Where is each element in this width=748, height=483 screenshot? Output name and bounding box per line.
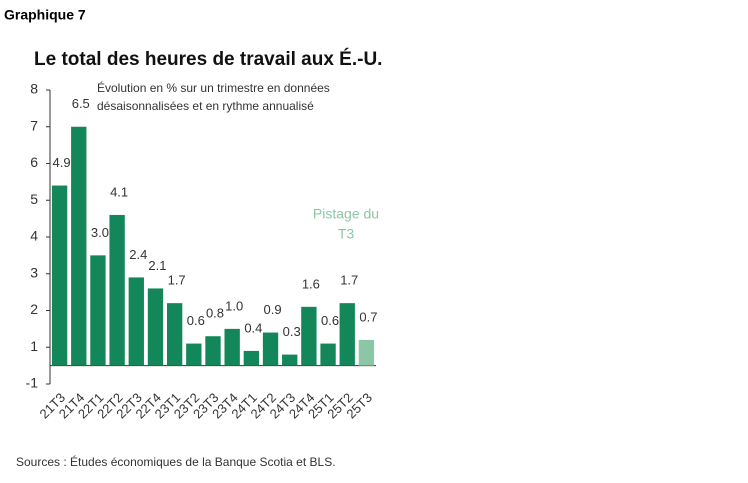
y-tick-label: 5 (30, 191, 38, 207)
y-tick-label: 8 (30, 81, 38, 97)
value-label: 0.7 (359, 309, 377, 324)
y-tick-label: 6 (30, 154, 38, 170)
subtitle: Évolution en % sur un trimestre en donné… (97, 80, 330, 95)
bar (71, 126, 87, 366)
bar (166, 303, 183, 366)
value-label: 0.6 (321, 313, 339, 328)
value-label: 0.4 (244, 320, 262, 335)
value-label: 1.7 (340, 273, 358, 288)
y-tick-label: 4 (30, 228, 38, 244)
chart-title: Le total des heures de travail aux É.-U. (34, 48, 382, 70)
bar (128, 277, 144, 366)
value-label: 1.7 (168, 273, 186, 288)
bar (358, 339, 375, 366)
y-tick-label: -1 (26, 375, 39, 391)
header: Graphique 7 (4, 7, 86, 23)
value-label: 1.6 (302, 276, 320, 291)
bar (282, 354, 298, 366)
y-tick-label: 3 (30, 264, 38, 280)
bar (339, 303, 355, 366)
value-label: 2.1 (148, 258, 166, 273)
value-label: 0.9 (263, 302, 281, 317)
value-label: 6.5 (72, 96, 90, 111)
annotation: Pistage du (313, 206, 379, 222)
bar (186, 343, 202, 366)
bar (262, 332, 279, 366)
value-label: 2.4 (129, 247, 147, 262)
bar (51, 185, 68, 366)
value-label: 4.1 (110, 184, 128, 199)
y-tick-label: 7 (30, 117, 38, 133)
source: Sources : Études économiques de la Banqu… (16, 454, 336, 469)
value-label: 4.9 (53, 155, 71, 170)
bar (224, 328, 240, 366)
y-tick-label: 1 (30, 338, 38, 354)
bar (109, 214, 125, 366)
value-label: 0.3 (283, 324, 301, 339)
bar (301, 306, 317, 366)
value-label: 3.0 (91, 225, 109, 240)
value-label: 1.0 (225, 298, 243, 313)
bar (320, 343, 336, 366)
value-label: 0.8 (206, 306, 224, 321)
y-tick-label: 2 (30, 301, 38, 317)
bar (90, 255, 106, 366)
subtitle: désaisonnalisées et en rythme annualisé (97, 99, 314, 113)
annotation: T3 (338, 226, 355, 242)
bar (243, 350, 260, 366)
bar (205, 336, 221, 366)
bar (147, 288, 164, 366)
value-label: 0.6 (187, 313, 205, 328)
